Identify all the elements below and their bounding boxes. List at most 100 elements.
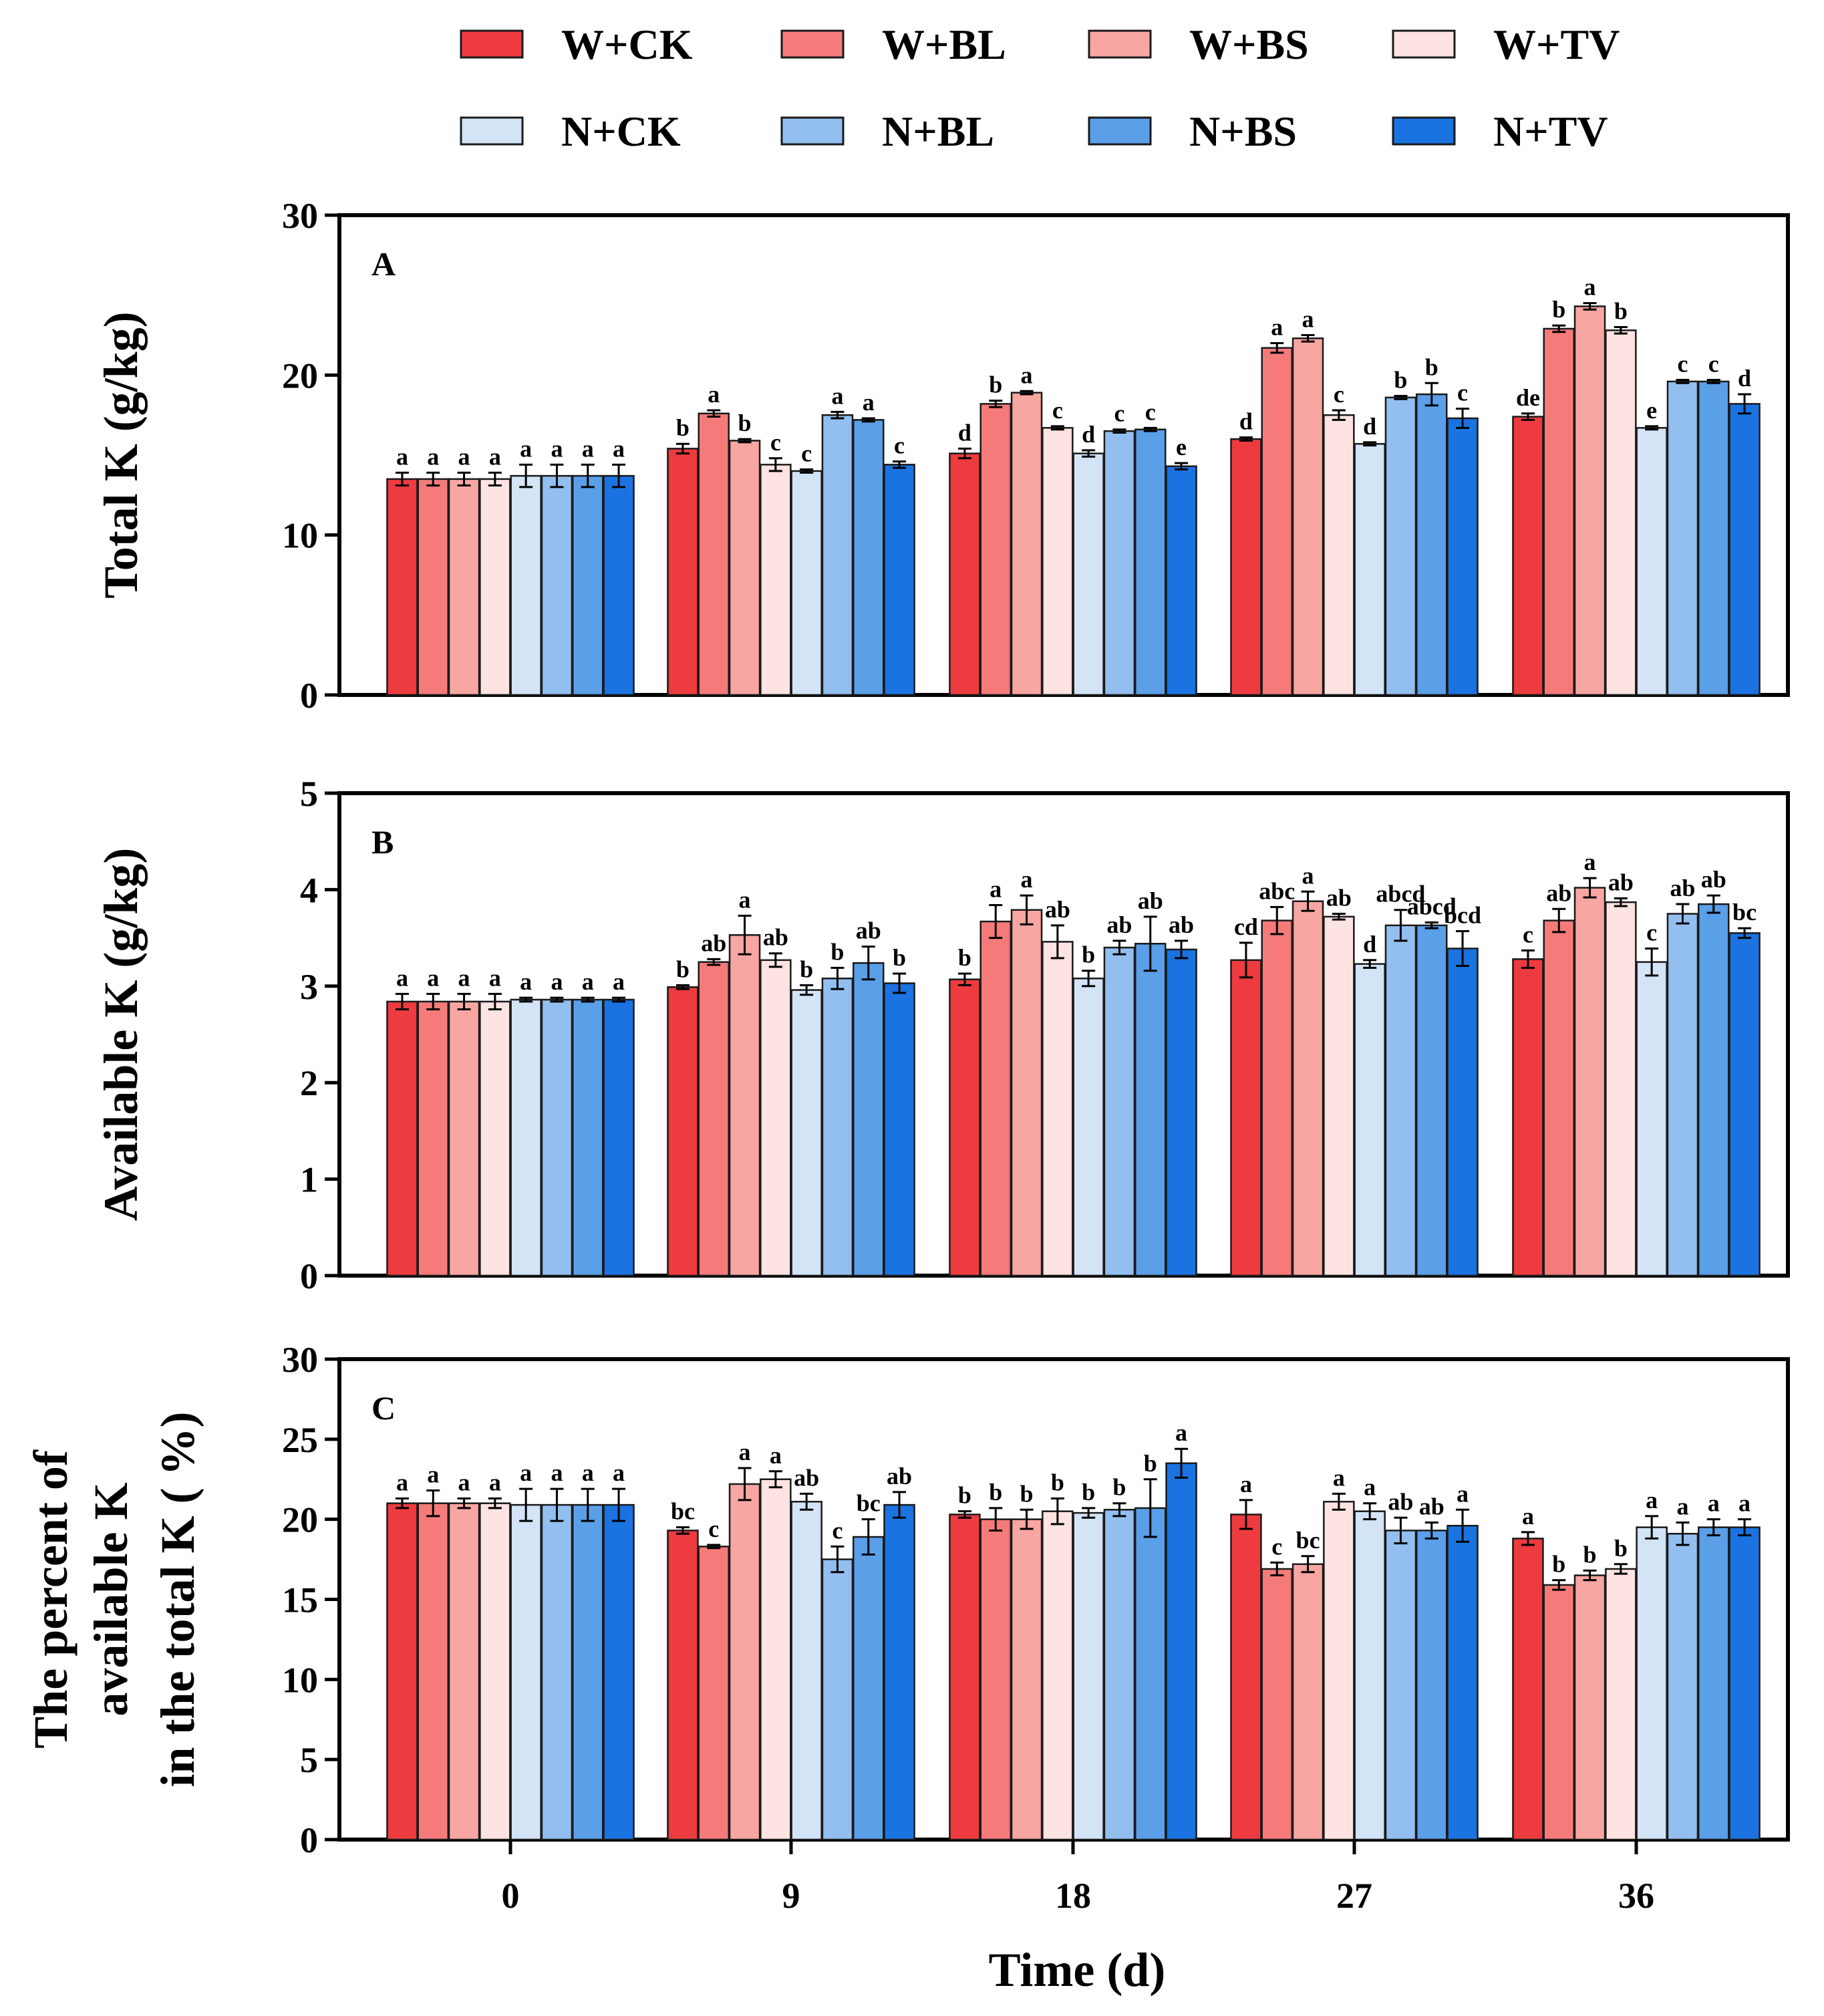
bar xyxy=(1230,438,1262,696)
bar xyxy=(883,464,915,696)
bar xyxy=(1573,305,1606,696)
significance-letter: b xyxy=(958,1482,971,1509)
y-tick-label: 2 xyxy=(300,1063,318,1103)
bar xyxy=(1165,948,1197,1277)
bar xyxy=(1230,1514,1262,1841)
significance-letter: b xyxy=(893,944,906,971)
significance-letter: a xyxy=(990,876,1002,903)
bar xyxy=(1728,932,1761,1277)
bar xyxy=(728,440,761,696)
bar xyxy=(821,414,854,696)
bar xyxy=(417,1000,449,1277)
significance-letter: ab xyxy=(1169,911,1194,938)
bar xyxy=(1636,1526,1668,1841)
significance-letter: a xyxy=(1646,1487,1658,1514)
bar xyxy=(1447,948,1479,1277)
bar xyxy=(1230,959,1262,1277)
significance-letter: a xyxy=(770,1442,782,1469)
significance-letter: c xyxy=(832,1517,843,1544)
significance-letter: c xyxy=(801,440,812,467)
bar xyxy=(790,470,822,696)
significance-letter: a xyxy=(1302,306,1314,333)
bar xyxy=(1354,963,1386,1277)
significance-letter: c xyxy=(770,429,781,456)
significance-letter: bcd xyxy=(1444,901,1481,928)
bar xyxy=(698,412,730,696)
bar xyxy=(949,978,981,1277)
significance-letter: c xyxy=(1334,381,1344,408)
bar xyxy=(1072,977,1104,1277)
significance-letter: a xyxy=(582,1459,594,1486)
legend-label-n-tv: N+TV xyxy=(1493,108,1608,155)
significance-letter: b xyxy=(1020,1480,1034,1507)
legend-swatch-w-bl xyxy=(780,29,845,59)
significance-letter: e xyxy=(1646,397,1657,424)
bar xyxy=(1416,924,1448,1277)
legend-swatch-n-bl xyxy=(780,116,845,146)
significance-letter: a xyxy=(613,435,625,462)
significance-letter: de xyxy=(1516,384,1540,411)
legend-label-w-tv: W+TV xyxy=(1493,21,1620,68)
bar xyxy=(760,959,792,1277)
y-tick-label: 0 xyxy=(300,676,318,716)
significance-letter: a xyxy=(613,1459,625,1486)
bar xyxy=(448,1000,480,1277)
bar xyxy=(1384,1530,1417,1841)
bar xyxy=(698,961,730,1277)
significance-letter: b xyxy=(1552,296,1565,323)
y-tick-label: 0 xyxy=(300,1256,318,1296)
significance-letter: c xyxy=(1646,919,1657,946)
significance-letter: a xyxy=(582,435,594,462)
bar xyxy=(1384,924,1417,1277)
legend-label-w-bl: W+BL xyxy=(882,21,1006,68)
y-tick-label: 30 xyxy=(282,1340,318,1380)
bar xyxy=(603,998,635,1277)
significance-letter: d xyxy=(1082,421,1095,448)
significance-letter: ab xyxy=(794,1464,819,1491)
bar xyxy=(883,1503,915,1841)
significance-letter: b xyxy=(676,414,690,441)
bar xyxy=(1165,465,1197,696)
y-tick-label: 20 xyxy=(282,355,318,396)
significance-letter: abcd xyxy=(1376,881,1425,907)
significance-letter: d xyxy=(1239,408,1253,435)
significance-letter: e xyxy=(1176,434,1187,460)
significance-letter: a xyxy=(1271,313,1283,340)
significance-letter: ab xyxy=(763,924,788,951)
x-tick-label: 9 xyxy=(782,1876,800,1916)
bar xyxy=(1416,1530,1448,1841)
y-tick-label: 0 xyxy=(300,1820,318,1860)
bar xyxy=(448,1502,480,1841)
significance-letter: a xyxy=(1676,1493,1688,1520)
significance-letter: b xyxy=(989,372,1002,398)
significance-letter: a xyxy=(427,443,439,470)
significance-letter: a xyxy=(396,443,408,470)
significance-letter: a xyxy=(1584,274,1596,301)
x-tick-label: 27 xyxy=(1336,1876,1372,1916)
significance-letter: a xyxy=(427,964,439,991)
legend-swatch-w-ck xyxy=(460,29,524,59)
y-tick-label: 15 xyxy=(282,1580,318,1620)
significance-letter: c xyxy=(1708,351,1719,378)
y-tick-label: 3 xyxy=(300,967,318,1007)
significance-letter: b xyxy=(1583,1541,1597,1568)
significance-letter: b xyxy=(1425,353,1438,380)
bar xyxy=(1666,380,1699,696)
significance-letter: a xyxy=(458,443,470,470)
bar xyxy=(790,1501,822,1841)
y-axis-title: Available K (g/kg) xyxy=(94,848,148,1221)
bar xyxy=(1666,1532,1699,1841)
significance-letter: b xyxy=(989,1479,1002,1505)
legend-label-n-bs: N+BS xyxy=(1189,108,1297,155)
bar xyxy=(1291,337,1324,696)
bar xyxy=(1636,961,1668,1277)
bar xyxy=(1605,329,1637,696)
bar xyxy=(698,1546,730,1841)
significance-letter: a xyxy=(551,435,563,462)
y-tick-label: 20 xyxy=(282,1500,318,1540)
bar xyxy=(1698,380,1730,696)
significance-letter: a xyxy=(458,1469,470,1496)
bar xyxy=(1010,909,1043,1277)
